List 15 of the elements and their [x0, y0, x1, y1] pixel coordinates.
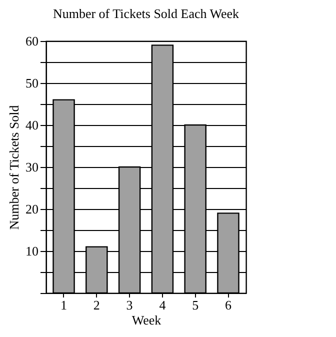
chart-title: Number of Tickets Sold Each Week: [52, 6, 240, 21]
y-tick-label: 40: [26, 118, 38, 132]
x-axis-title: Week: [132, 312, 162, 328]
x-tick-label: 2: [93, 298, 100, 312]
y-tick-label: 60: [26, 34, 38, 48]
y-axis-title: Number of Tickets Sold: [6, 104, 22, 230]
x-tick-label: 3: [126, 298, 133, 312]
y-tick-label: 30: [26, 160, 38, 174]
y-tick-label: 10: [26, 244, 38, 258]
y-tick-label: 50: [26, 76, 38, 90]
x-tick-label: 1: [60, 298, 68, 312]
x-tick-label: 5: [192, 298, 199, 312]
x-tick-label: 4: [159, 298, 166, 312]
x-tick-label: 6: [224, 298, 232, 312]
y-tick-label: 20: [26, 202, 38, 216]
